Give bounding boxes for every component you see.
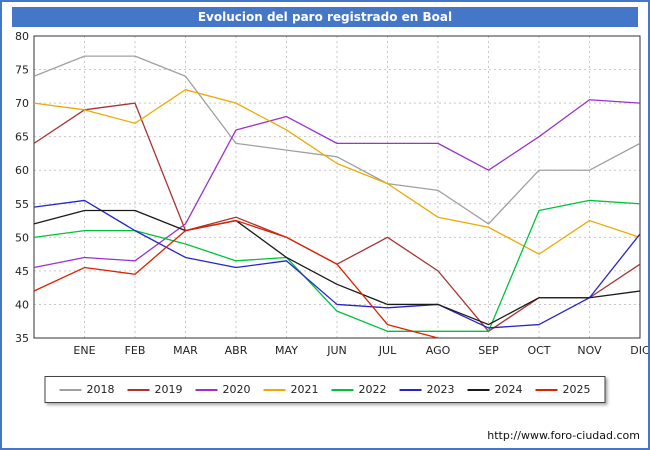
- y-tick-label: 75: [15, 64, 29, 77]
- x-tick-label: AGO: [426, 344, 451, 357]
- legend-entry-2021: 2021: [263, 383, 319, 396]
- series-2018-line: [33, 55, 641, 225]
- legend-entry-2018: 2018: [59, 383, 115, 396]
- chart-plot: 35 40 45 50 55 60 65 70 75 80 ENE FEB MAR ABR MAY JUN JU…: [15, 30, 650, 357]
- legend-entry-2022: 2022: [331, 383, 387, 396]
- legend-swatch-2021: [263, 388, 286, 391]
- legend-label-2018: 2018: [86, 383, 115, 396]
- legend-entry-2019: 2019: [127, 383, 183, 396]
- x-tick-label: OCT: [527, 344, 550, 357]
- chart-legend: 2018 2019 2020 2021 2022 2023 2024 2025: [44, 376, 606, 403]
- series-2021-line: [33, 89, 641, 255]
- series-2022-line: [33, 199, 641, 332]
- series-2024-line: [33, 209, 641, 326]
- legend-swatch-2019: [127, 388, 150, 391]
- y-tick-label: 80: [15, 30, 29, 43]
- legend-label-2025: 2025: [562, 383, 591, 396]
- y-tick-label: 65: [15, 131, 29, 144]
- y-tick-label: 50: [15, 231, 29, 244]
- x-tick-label: NOV: [577, 344, 602, 357]
- legend-label-2024: 2024: [494, 383, 523, 396]
- plot-border: [33, 35, 641, 339]
- x-tick-label: MAR: [173, 344, 198, 357]
- legend-label-2021: 2021: [290, 383, 319, 396]
- x-tick-label: ENE: [73, 344, 95, 357]
- legend-label-2020: 2020: [222, 383, 251, 396]
- legend-label-2023: 2023: [426, 383, 455, 396]
- chart-title: Evolucion del paro registrado en Boal: [12, 7, 638, 27]
- y-tick-label: 70: [15, 97, 29, 110]
- legend-entry-2025: 2025: [535, 383, 591, 396]
- source-url[interactable]: http://www.foro-ciudad.com: [487, 429, 640, 442]
- legend-swatch-2025: [535, 388, 558, 391]
- legend-swatch-2023: [399, 388, 422, 391]
- x-tick-label: JUL: [378, 344, 397, 357]
- legend-label-2019: 2019: [154, 383, 183, 396]
- legend-label-2022: 2022: [358, 383, 387, 396]
- y-tick-label: 60: [15, 164, 29, 177]
- legend-entry-2023: 2023: [399, 383, 455, 396]
- x-tick-label: ABR: [225, 344, 248, 357]
- x-tick-label: FEB: [125, 344, 146, 357]
- series-2020-line: [33, 99, 641, 269]
- y-tick-label: 35: [15, 332, 29, 345]
- x-tick-label: DIC: [630, 344, 650, 357]
- series-2025-line: [33, 219, 439, 339]
- x-tick-label: JUN: [326, 344, 347, 357]
- x-tick-label: SEP: [478, 344, 499, 357]
- x-tick-label: MAY: [275, 344, 298, 357]
- legend-entry-2024: 2024: [467, 383, 523, 396]
- legend-entry-2020: 2020: [195, 383, 251, 396]
- y-tick-label: 40: [15, 298, 29, 311]
- legend-swatch-2022: [331, 388, 354, 391]
- legend-swatch-2020: [195, 388, 218, 391]
- legend-swatch-2024: [467, 388, 490, 391]
- legend-swatch-2018: [59, 388, 82, 391]
- y-tick-label: 55: [15, 198, 29, 211]
- y-tick-label: 45: [15, 265, 29, 278]
- series-2023-line: [33, 199, 641, 329]
